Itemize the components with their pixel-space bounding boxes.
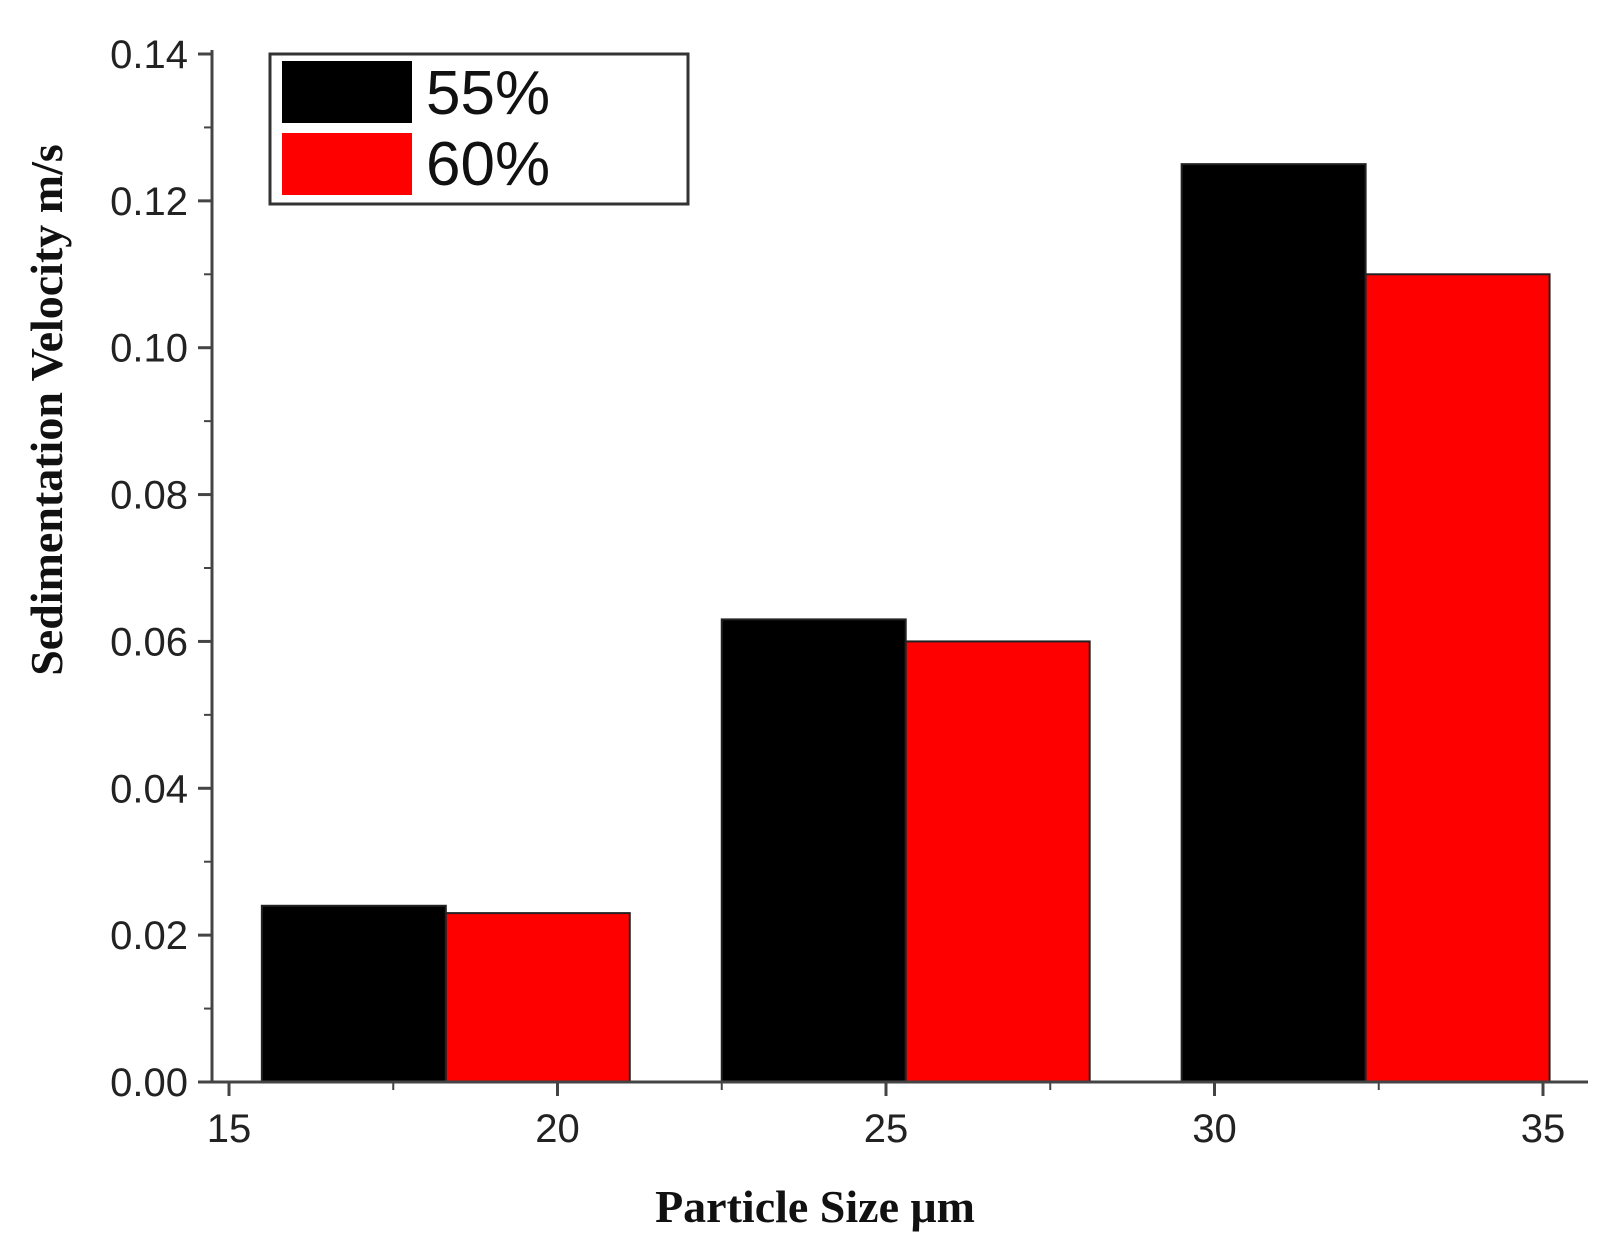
bar-55pct-group-2 — [720, 618, 907, 1084]
y-tick-label: 0.06 — [110, 620, 188, 664]
bar-60pct-group-3 — [1364, 273, 1551, 1083]
x-tick-label: 20 — [535, 1107, 580, 1151]
x-axis-title: Particle Size μm — [655, 1181, 975, 1232]
x-tick-label: 15 — [207, 1107, 252, 1151]
bars-layer — [260, 163, 1551, 1084]
x-tick-label: 35 — [1521, 1107, 1566, 1151]
x-tick-label: 25 — [864, 1107, 909, 1151]
y-tick-label: 0.04 — [110, 767, 188, 811]
x-tick-label: 30 — [1192, 1107, 1237, 1151]
bar-55pct-group-3 — [1180, 163, 1367, 1083]
y-tick-label: 0.08 — [110, 474, 188, 518]
legend-label-55: 55% — [426, 59, 550, 128]
y-tick-label: 0.00 — [110, 1061, 188, 1105]
ticks-layer: 0.00 0.02 0.04 0.06 0.08 0.10 0.12 0.14 15 20 25 30… — [110, 33, 1565, 1151]
y-tick-label: 0.02 — [110, 914, 188, 958]
y-tick-label: 0.14 — [110, 33, 188, 77]
y-tick-label: 0.12 — [110, 180, 188, 224]
bar-60pct-group-2 — [904, 640, 1091, 1084]
bar-55pct-group-1 — [260, 904, 447, 1083]
axes-layer — [210, 50, 1588, 1084]
y-axis-title: Sedimentation Velocity m/s — [21, 144, 72, 676]
legend: 55% 60% — [268, 52, 690, 206]
legend-swatch-55 — [282, 61, 412, 123]
y-tick-label: 0.10 — [110, 327, 188, 371]
legend-swatch-60 — [282, 133, 412, 195]
legend-label-60: 60% — [426, 130, 550, 199]
bar-60pct-group-1 — [444, 912, 631, 1083]
